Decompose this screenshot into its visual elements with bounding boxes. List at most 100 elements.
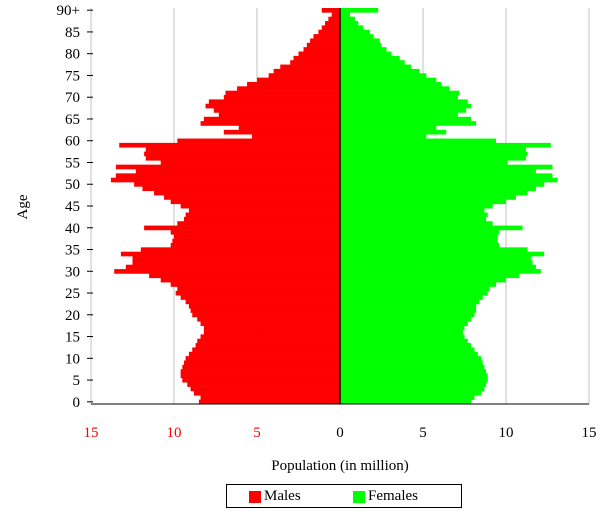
y-tick-label-5: 25: [65, 286, 80, 302]
male-bar-age-65: [203, 116, 340, 122]
male-bar-age-54: [115, 164, 341, 170]
male-bar-age-56: [145, 155, 340, 161]
x-tick-label-6: 15: [582, 425, 597, 441]
legend-label-females: Females: [368, 488, 418, 504]
female-bar-age-46: [340, 199, 506, 205]
female-bar-age-15: [340, 334, 465, 340]
male-bar-age-83: [310, 38, 340, 44]
male-bar-age-74: [257, 77, 340, 83]
female-bar-age-31: [340, 264, 536, 270]
male-bar-age-85: [318, 29, 340, 35]
male-bar-age-25: [175, 290, 340, 296]
female-bar-age-71: [340, 90, 460, 96]
female-bar-age-57: [340, 151, 528, 157]
legend-label-males: Males: [264, 488, 301, 504]
male-bar-age-57: [144, 151, 340, 157]
male-bar-age-21: [190, 308, 340, 313]
male-bar-age-17: [203, 325, 340, 331]
female-bar-age-80: [340, 51, 392, 57]
males-bars: [110, 8, 341, 405]
male-bar-age-48: [154, 190, 340, 196]
female-bar-age-55: [340, 160, 508, 165]
male-bar-age-7: [180, 369, 340, 374]
male-bar-age-30: [114, 269, 341, 274]
legend-item-males: Males: [249, 488, 301, 505]
male-bar-age-13: [195, 343, 340, 348]
x-tick-label-2: 5: [253, 425, 261, 441]
y-tick-label-15: 75: [65, 68, 80, 84]
female-bar-age-50: [340, 182, 545, 187]
male-bar-age-90: [321, 8, 340, 13]
male-bar-age-75: [268, 73, 340, 78]
male-bar-age-18: [200, 321, 340, 326]
male-bar-age-70: [223, 95, 340, 100]
male-bar-age-59: [119, 142, 340, 148]
male-bar-age-31: [125, 264, 340, 270]
y-tick-labels: 0 5 10 15 20 25 30 35 40 45 50 55 60 65 70 75 80 85 90+: [57, 3, 80, 411]
female-bar-age-74: [340, 77, 437, 83]
female-bar-age-29: [340, 273, 520, 279]
female-bar-age-79: [340, 55, 400, 61]
male-bar-age-33: [132, 256, 340, 261]
y-tick-label-17: 85: [65, 25, 80, 41]
female-bar-age-14: [340, 338, 468, 344]
male-bar-age-78: [290, 60, 340, 65]
x-axis-label: Population (in million): [271, 458, 409, 474]
male-bar-age-10: [185, 356, 340, 361]
female-bar-age-27: [340, 282, 497, 287]
male-bar-age-64: [200, 121, 340, 126]
female-bar-age-25: [340, 290, 488, 296]
female-bar-age-62: [340, 129, 447, 135]
female-bar-age-8: [340, 364, 485, 370]
females-bars: [340, 8, 558, 405]
y-axis-label: Age: [15, 194, 31, 219]
female-bar-age-22: [340, 303, 477, 309]
female-bar-age-7: [340, 369, 487, 374]
female-bar-age-41: [340, 221, 493, 226]
male-bar-age-47: [164, 195, 340, 200]
legend: Males Females: [226, 484, 462, 508]
female-bar-age-69: [340, 99, 468, 105]
y-tick-label-9: 45: [65, 199, 80, 215]
female-bar-age-18: [340, 321, 468, 326]
female-bar-age-5: [340, 377, 488, 383]
female-bar-age-34: [340, 251, 545, 257]
y-tick-label-14: 70: [65, 90, 80, 106]
male-bar-age-71: [225, 90, 340, 96]
y-tick-label-0: 0: [73, 395, 81, 411]
female-bar-age-81: [340, 47, 387, 52]
female-bar-age-21: [340, 308, 477, 313]
female-bar-age-11: [340, 351, 478, 357]
male-bar-age-69: [208, 99, 340, 105]
male-bar-age-79: [293, 55, 340, 61]
y-tick-label-7: 35: [65, 243, 80, 259]
female-bar-age-44: [340, 208, 485, 213]
x-tick-labels: 15 10 5 0 5 10 15: [84, 425, 597, 441]
female-bar-age-6: [340, 373, 488, 379]
female-bar-age-38: [340, 234, 498, 239]
female-bar-age-56: [340, 155, 526, 161]
male-bar-age-67: [213, 108, 340, 113]
y-tick-label-13: 65: [65, 112, 80, 128]
male-bar-age-11: [188, 351, 340, 357]
female-bar-age-0: [340, 399, 472, 405]
female-bar-age-48: [340, 190, 528, 196]
female-bar-age-49: [340, 186, 536, 192]
male-bar-age-1: [200, 395, 340, 400]
female-bar-age-4: [340, 382, 487, 387]
female-bar-age-33: [340, 256, 531, 261]
female-bar-age-87: [340, 21, 359, 26]
axes: [87, 8, 589, 405]
x-tick-label-3: 0: [336, 425, 344, 441]
male-bar-age-43: [185, 212, 340, 218]
male-bar-age-89: [331, 12, 340, 18]
male-bar-age-15: [200, 334, 340, 340]
male-bar-age-41: [177, 221, 340, 226]
y-tick-label-3: 15: [65, 330, 80, 346]
female-bar-age-85: [340, 29, 370, 35]
male-bar-age-68: [205, 103, 340, 109]
female-bar-age-43: [340, 212, 488, 218]
female-bar-age-53: [340, 169, 536, 174]
female-bar-age-58: [340, 147, 526, 152]
male-bar-age-9: [183, 360, 340, 366]
